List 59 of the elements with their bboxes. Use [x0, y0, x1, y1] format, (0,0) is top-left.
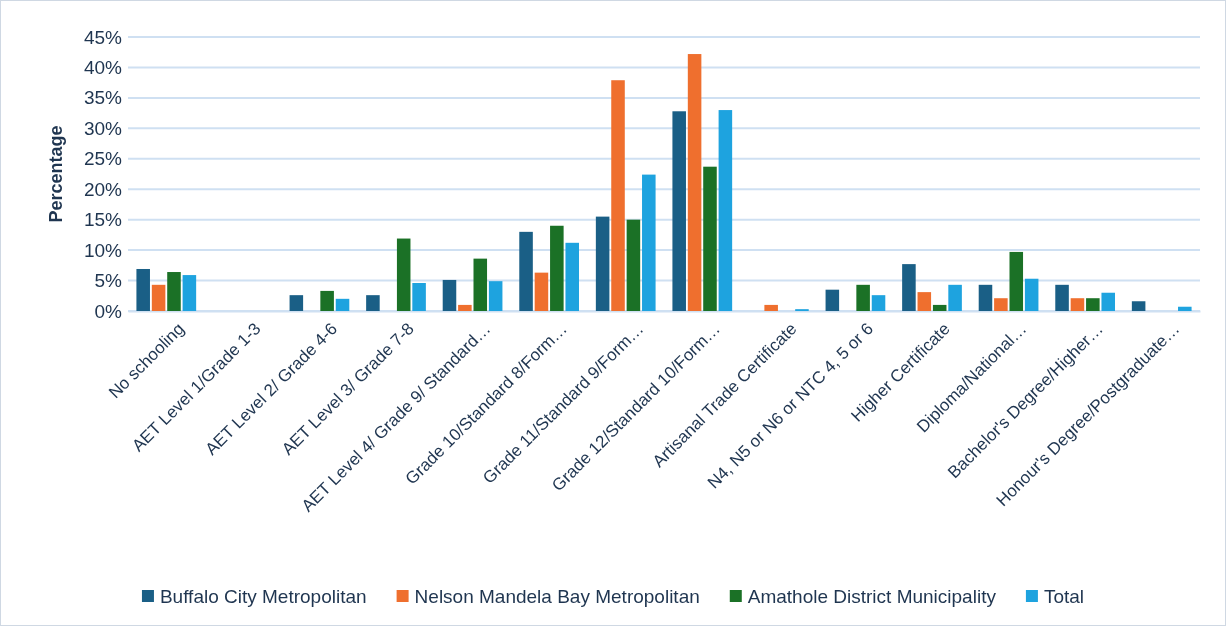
bar	[550, 225, 564, 311]
bar	[1055, 284, 1069, 311]
bar	[412, 282, 426, 311]
bar	[917, 292, 932, 311]
bar	[994, 298, 1008, 311]
legend-label: Total	[1043, 586, 1085, 607]
y-tick-label: 25%	[83, 148, 123, 170]
bar	[320, 290, 334, 311]
y-tick-label: 30%	[83, 117, 123, 139]
legend-label: Nelson Mandela Bay Metropolitan	[414, 586, 700, 607]
y-tick-label: 15%	[83, 209, 123, 231]
bar	[473, 258, 488, 311]
bar	[932, 304, 947, 311]
bar	[1009, 251, 1024, 311]
bar	[687, 54, 702, 311]
y-tick-label: 35%	[83, 87, 123, 109]
bar	[534, 272, 549, 311]
bar	[488, 281, 503, 311]
bar	[642, 174, 656, 311]
bar	[519, 231, 533, 311]
bar	[167, 272, 181, 311]
bar	[182, 275, 197, 311]
bar	[871, 295, 886, 311]
bar	[902, 264, 916, 311]
bar	[718, 110, 733, 311]
bar	[948, 284, 962, 311]
bar	[136, 268, 150, 311]
bar	[366, 295, 380, 311]
bar	[978, 284, 993, 311]
bar	[458, 304, 472, 311]
y-tick-label: 0%	[94, 300, 123, 322]
y-tick-label: 20%	[83, 178, 123, 200]
bar	[1131, 301, 1146, 311]
bar	[396, 238, 411, 311]
bar	[626, 219, 641, 311]
legend-label: Amathole District Municipality	[747, 586, 997, 607]
y-axis-title: Percentage	[46, 125, 66, 223]
bar	[825, 289, 840, 311]
bar	[335, 298, 350, 311]
bar	[442, 279, 457, 311]
bar	[1101, 292, 1116, 311]
bar	[856, 284, 870, 311]
bar	[151, 284, 166, 311]
y-tick-label: 10%	[83, 239, 123, 261]
bar	[672, 111, 686, 311]
bar	[1024, 278, 1039, 311]
y-tick-label: 40%	[83, 57, 123, 79]
bar	[289, 295, 304, 311]
bar	[565, 242, 580, 311]
y-tick-label: 45%	[83, 26, 123, 48]
y-tick-label: 5%	[94, 270, 123, 292]
bar	[1178, 306, 1192, 311]
bar	[1070, 298, 1085, 311]
bar	[595, 216, 610, 311]
bar	[764, 304, 778, 311]
bar	[1086, 298, 1100, 311]
bar	[703, 166, 717, 311]
bar	[611, 80, 625, 311]
legend-label: Buffalo City Metropolitan	[159, 586, 367, 607]
